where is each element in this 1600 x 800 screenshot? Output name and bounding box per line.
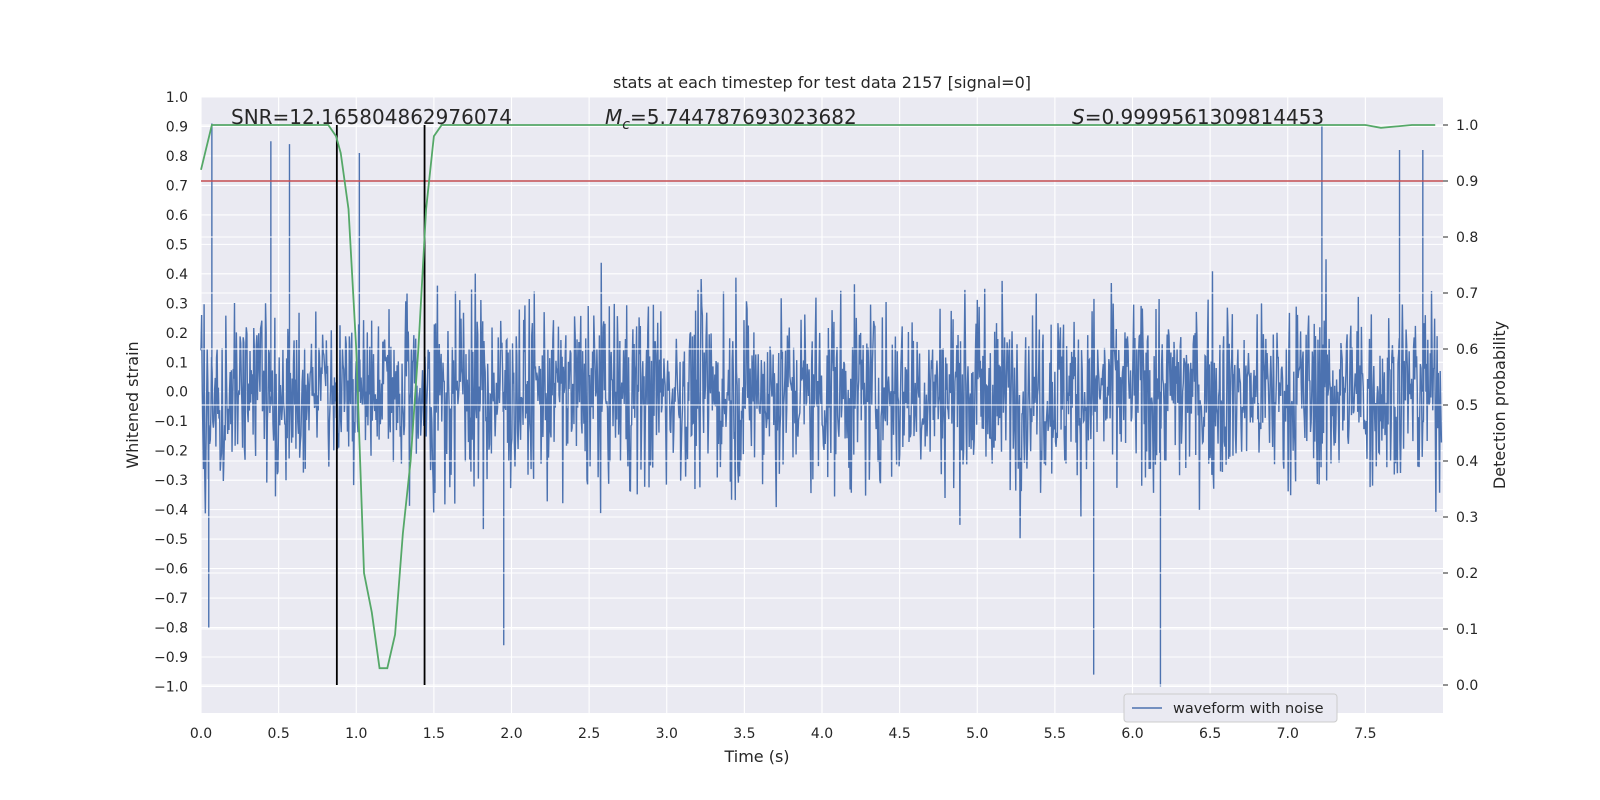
y-tick-label-left: −0.1: [154, 414, 188, 430]
y-tick-label-left: 0.9: [166, 119, 188, 135]
y-tick-label-right: 0.7: [1456, 286, 1478, 302]
y-tick-label-left: 0.1: [166, 355, 188, 371]
score-annotation: S=0.9999561309814453: [1072, 105, 1324, 129]
x-tick-label: 7.5: [1354, 726, 1376, 742]
right-y-axis-label: Detection probability: [1490, 321, 1509, 489]
left-y-axis-ticks: −1.0 −0.9 −0.8 −0.7 −0.6 −0.5 −0.4 −0.3 −0.2 −0.1…: [154, 90, 188, 695]
x-tick-label: 3.0: [656, 726, 678, 742]
y-tick-label-left: −0.5: [154, 532, 188, 548]
probability-line: [200, 124, 1436, 670]
x-axis-label: Time (s): [723, 747, 789, 766]
y-tick-label-right: 0.6: [1456, 342, 1478, 358]
legend: waveform with noise: [1123, 693, 1338, 723]
event-marker-lines: [335, 125, 426, 685]
left-y-axis-label: Whitened strain: [123, 341, 142, 468]
y-tick-label-left: −0.4: [154, 503, 188, 519]
y-tick-label-right: 0.4: [1456, 454, 1478, 470]
y-tick-label-left: −0.6: [154, 562, 188, 578]
y-tick-label-right: 0.8: [1456, 230, 1478, 246]
x-tick-label: 1.0: [345, 726, 367, 742]
x-tick-label: 5.0: [966, 726, 988, 742]
y-tick-label-left: 0.7: [166, 178, 188, 194]
chirp-mass-symbol: M: [605, 105, 622, 129]
y-tick-label-left: −0.8: [154, 621, 188, 637]
chirp-mass-annotation: Mc=5.744787693023682: [605, 105, 857, 133]
y-tick-label-right: 0.9: [1456, 174, 1478, 190]
right-y-axis-ticks: 0.0 0.1 0.2 0.3 0.4 0.5 0.6 0.7 0.8 0.9 1.0: [1443, 118, 1478, 694]
waveform-line: [200, 123, 1443, 687]
legend-box: [1123, 693, 1338, 723]
y-tick-label-left: 0.6: [166, 208, 188, 224]
y-tick-label-right: 1.0: [1456, 118, 1478, 134]
y-tick-label-left: 0.0: [166, 385, 188, 401]
x-tick-label: 6.5: [1199, 726, 1221, 742]
y-tick-label-left: 0.8: [166, 149, 188, 165]
y-tick-label-left: 0.3: [166, 296, 188, 312]
x-axis-ticks: 0.0 0.5 1.0 1.5 2.0 2.5 3.0 3.5 4.0 4.5 5.0 5.5 6.0 6…: [190, 726, 1377, 742]
y-tick-label-left: −0.2: [154, 444, 188, 460]
y-tick-label-left: −0.9: [154, 650, 188, 666]
snr-annotation: SNR=12.165804862976074: [231, 105, 512, 129]
chart-title: stats at each timestep for test data 215…: [613, 73, 1031, 92]
x-tick-label: 0.0: [190, 726, 212, 742]
score-symbol: S: [1072, 105, 1085, 129]
x-tick-label: 5.5: [1044, 726, 1066, 742]
y-tick-label-right: 0.0: [1456, 678, 1478, 694]
y-tick-label-left: 0.2: [166, 326, 188, 342]
x-tick-label: 4.5: [888, 726, 910, 742]
legend-label-waveform: waveform with noise: [1173, 701, 1324, 717]
y-tick-label-right: 0.5: [1456, 398, 1478, 414]
x-tick-label: 7.0: [1277, 726, 1299, 742]
x-tick-label: 0.5: [267, 726, 289, 742]
y-tick-label-right: 0.1: [1456, 622, 1478, 638]
x-tick-label: 2.5: [578, 726, 600, 742]
y-tick-label-left: 0.5: [166, 237, 188, 253]
chirp-mass-value: =5.744787693023682: [630, 105, 857, 129]
waveform-series: [200, 123, 1443, 687]
y-tick-label-left: −0.7: [154, 591, 188, 607]
chirp-mass-subscript: c: [622, 117, 630, 133]
y-tick-label-left: −1.0: [154, 679, 188, 695]
y-tick-label-right: 0.2: [1456, 566, 1478, 582]
x-tick-label: 2.0: [500, 726, 522, 742]
y-tick-label-left: 0.4: [166, 267, 188, 283]
score-value: =0.9999561309814453: [1085, 105, 1324, 129]
y-tick-label-left: −0.3: [154, 473, 188, 489]
probability-series: [200, 124, 1436, 670]
x-tick-label: 6.0: [1121, 726, 1143, 742]
y-tick-label-right: 0.3: [1456, 510, 1478, 526]
x-tick-label: 1.5: [423, 726, 445, 742]
x-tick-label: 4.0: [811, 726, 833, 742]
y-tick-label-left: 1.0: [166, 90, 188, 106]
x-tick-label: 3.5: [733, 726, 755, 742]
